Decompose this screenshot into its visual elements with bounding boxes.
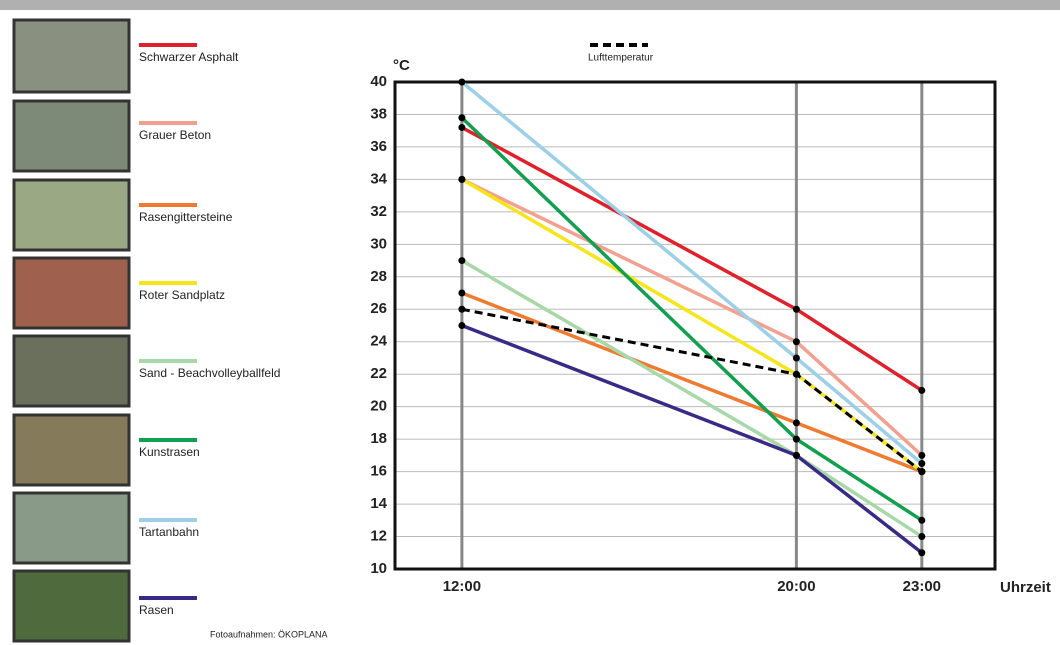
y-tick-label: 14 [370, 495, 387, 512]
data-point [792, 435, 800, 443]
data-point [918, 468, 926, 476]
plot-frame [393, 80, 997, 571]
data-point [458, 114, 466, 122]
data-point [458, 322, 466, 329]
y-tick-label: 20 [370, 398, 387, 415]
legend-label: Sand - Beachvolleyballfeld [139, 366, 280, 380]
data-point [458, 305, 466, 313]
legend-label: Tartanbahn [139, 525, 199, 539]
legend-label: Grauer Beton [139, 128, 211, 142]
data-point [458, 289, 466, 297]
y-tick-label: 32 [370, 203, 387, 220]
data-point [458, 78, 466, 86]
legend-label: Lufttemperatur [588, 53, 654, 64]
data-point [458, 175, 466, 183]
data-point [792, 305, 800, 313]
x-axis-label: Uhrzeit [1000, 579, 1051, 596]
y-tick-label: 12 [370, 528, 387, 545]
data-point [918, 516, 926, 524]
y-tick-label: 36 [370, 138, 387, 155]
data-point [792, 419, 800, 427]
data-point [918, 386, 926, 394]
photo [12, 491, 131, 565]
data-point [918, 549, 926, 557]
data-point [792, 370, 800, 378]
data-point [792, 354, 800, 362]
data-point [458, 257, 466, 265]
y-tick-label: 30 [370, 235, 387, 252]
y-tick-label: 34 [370, 170, 387, 187]
photo [12, 334, 131, 408]
y-tick-label: 16 [370, 463, 387, 480]
photo [12, 99, 131, 173]
y-tick-label: 22 [370, 365, 387, 382]
x-tick-label: 23:00 [903, 578, 941, 595]
x-tick-label: 12:00 [443, 578, 481, 595]
legend-label: Roter Sandplatz [139, 288, 225, 302]
y-tick-label: 10 [370, 560, 387, 577]
y-tick-label: 26 [370, 300, 387, 317]
legend-label: Rasen [139, 603, 174, 617]
y-tick-label: 18 [370, 430, 387, 447]
data-point [918, 459, 926, 467]
y-tick-label: 40 [370, 73, 387, 90]
legend-label: Schwarzer Asphalt [139, 50, 239, 64]
photo [12, 569, 131, 643]
photo [12, 178, 131, 252]
y-tick-label: 28 [370, 268, 387, 285]
data-point [458, 123, 466, 131]
legend-label: Rasengittersteine [139, 210, 233, 224]
y-axis-label: °C [393, 57, 410, 74]
photos [12, 18, 131, 643]
photo [12, 18, 131, 94]
y-tick-label: 38 [370, 105, 387, 122]
y-tick-label: 24 [370, 333, 387, 350]
data-point [918, 451, 926, 459]
photo [12, 413, 131, 487]
top-bar [0, 0, 1060, 10]
photo [12, 256, 131, 330]
data-point [792, 338, 800, 346]
x-tick-label: 20:00 [777, 578, 815, 595]
credit: Fotoaufnahmen: ÖKOPLANA [210, 629, 328, 639]
data-point [792, 451, 800, 459]
data-point [918, 533, 926, 541]
legend-label: Kunstrasen [139, 445, 200, 459]
